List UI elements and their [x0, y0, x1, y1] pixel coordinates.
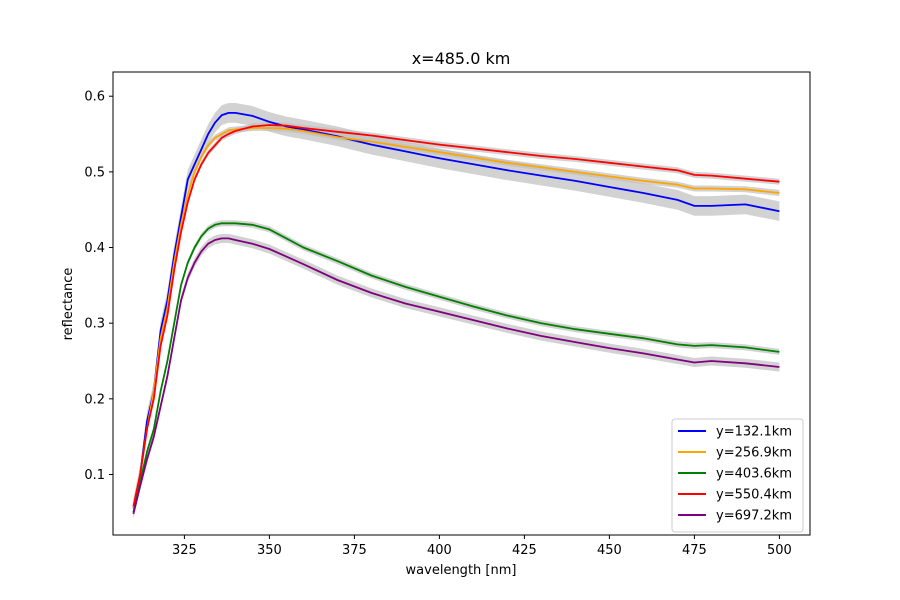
x-tick-label: 475: [682, 543, 707, 558]
axes-layer: 325 350 375 400 425 450 475 500 0.1 0.2 0.3 0.4 0.5 0…: [84, 71, 811, 558]
series-line-2: [132, 127, 780, 509]
y-tick-label: 0.6: [84, 90, 105, 105]
x-tick-label: 325: [172, 543, 197, 558]
x-tick-label: 450: [597, 543, 622, 558]
x-tick-label: 425: [512, 543, 537, 558]
y-tick-label: 0.2: [84, 392, 105, 407]
y-tick-label: 0.1: [84, 468, 105, 483]
y-tick-label: 0.4: [84, 241, 105, 256]
x-tick-label: 375: [342, 543, 367, 558]
legend-label-1: y=132.1km: [716, 425, 792, 440]
x-tick-label: 350: [257, 543, 282, 558]
y-tick-label: 0.3: [84, 317, 105, 332]
x-axis-label: wavelength [nm]: [406, 563, 517, 578]
y-axis-label: reflectance: [61, 268, 76, 341]
legend-label-2: y=256.9km: [716, 446, 792, 461]
chart-title: x=485.0 km: [412, 49, 511, 68]
legend-label-5: y=697.2km: [716, 509, 792, 524]
legend-label-4: y=550.4km: [716, 488, 792, 503]
x-tick-label: 500: [767, 543, 792, 558]
x-tick-label: 400: [427, 543, 452, 558]
legend-label-3: y=403.6km: [716, 467, 792, 482]
series-line-5: [132, 237, 780, 515]
legend-box: [671, 418, 804, 533]
series-line-1: [132, 112, 780, 509]
plot-layer: [132, 103, 780, 519]
series-line-4: [132, 124, 780, 507]
legend: y=132.1km y=256.9km y=403.6km y=550.4km y=69…: [671, 418, 804, 533]
plot-frame: [112, 71, 811, 536]
y-tick-label: 0.5: [84, 165, 105, 180]
series-line-3: [132, 222, 780, 513]
